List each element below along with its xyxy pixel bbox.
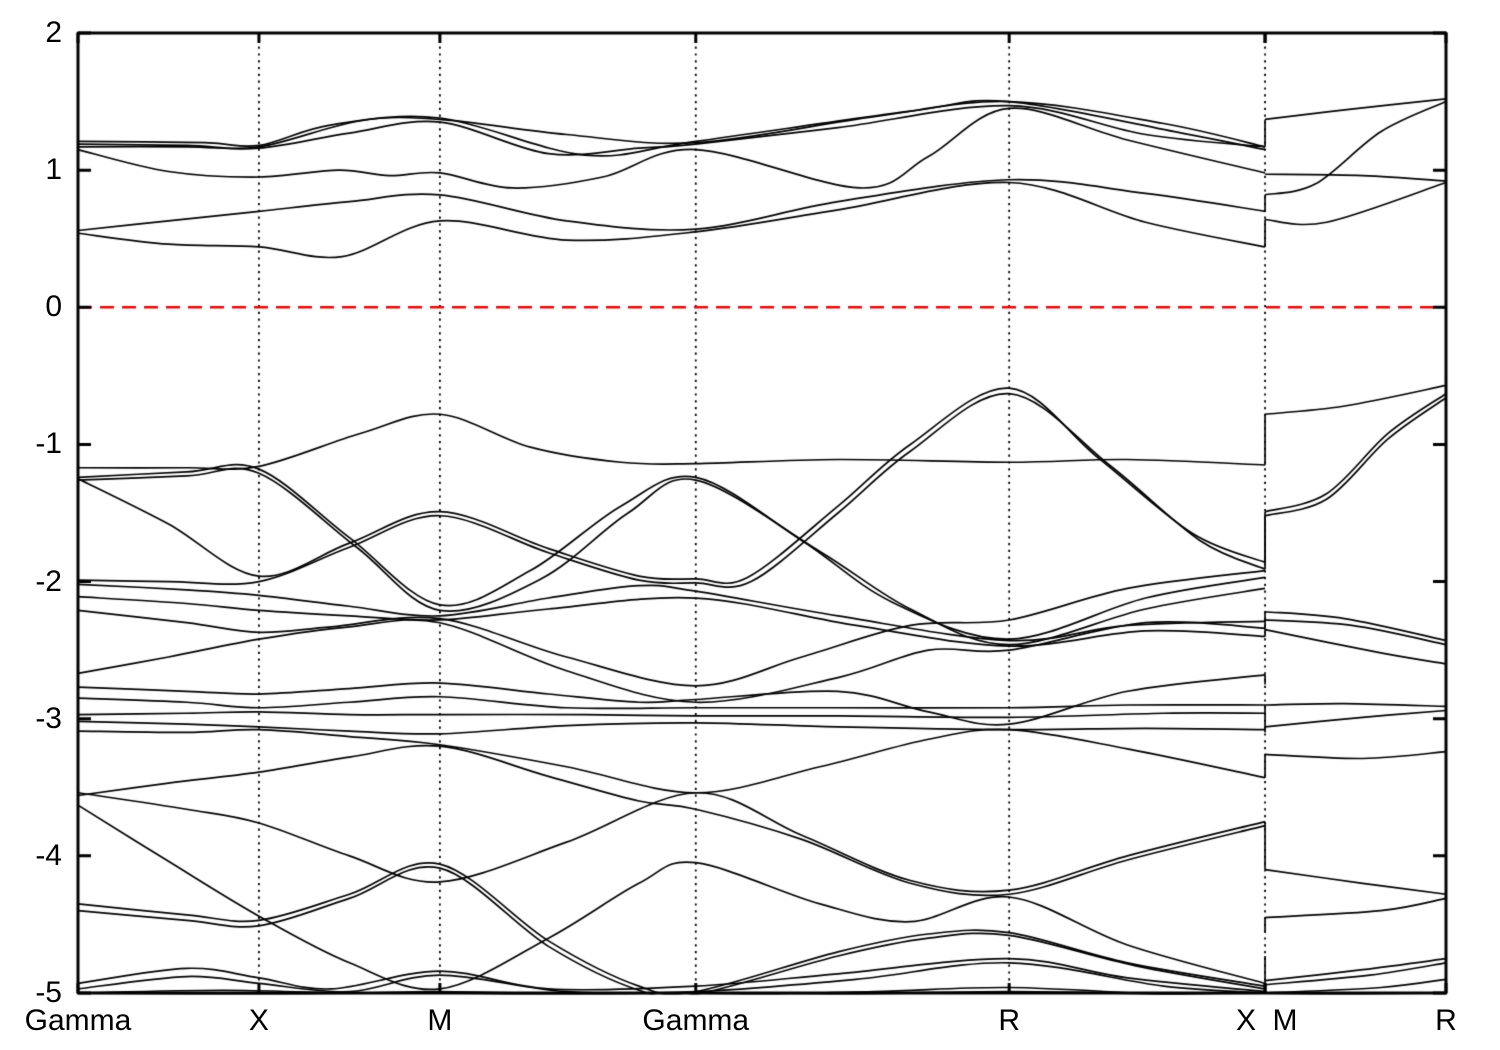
y-tick-label: -4 <box>35 838 62 872</box>
x-tick-label: Gamma <box>642 1004 750 1037</box>
x-tick-label: X <box>248 1004 269 1037</box>
x-tick-label: R <box>998 1004 1020 1037</box>
y-tick-label: 2 <box>45 16 62 49</box>
x-tick-label: M <box>427 1004 453 1037</box>
y-tick-label: -2 <box>35 564 62 598</box>
y-tick-label: -3 <box>35 701 62 735</box>
y-tick-label: -1 <box>35 427 62 461</box>
y-tick-label: 1 <box>45 153 62 187</box>
x-tick-label: M <box>1272 1004 1298 1037</box>
x-tick-label: Gamma <box>24 1004 132 1037</box>
x-tick-label: R <box>1435 1004 1457 1037</box>
y-tick-label: -5 <box>35 976 62 1009</box>
x-tick-label: X <box>1236 1004 1257 1037</box>
y-tick-label: 0 <box>45 290 62 324</box>
